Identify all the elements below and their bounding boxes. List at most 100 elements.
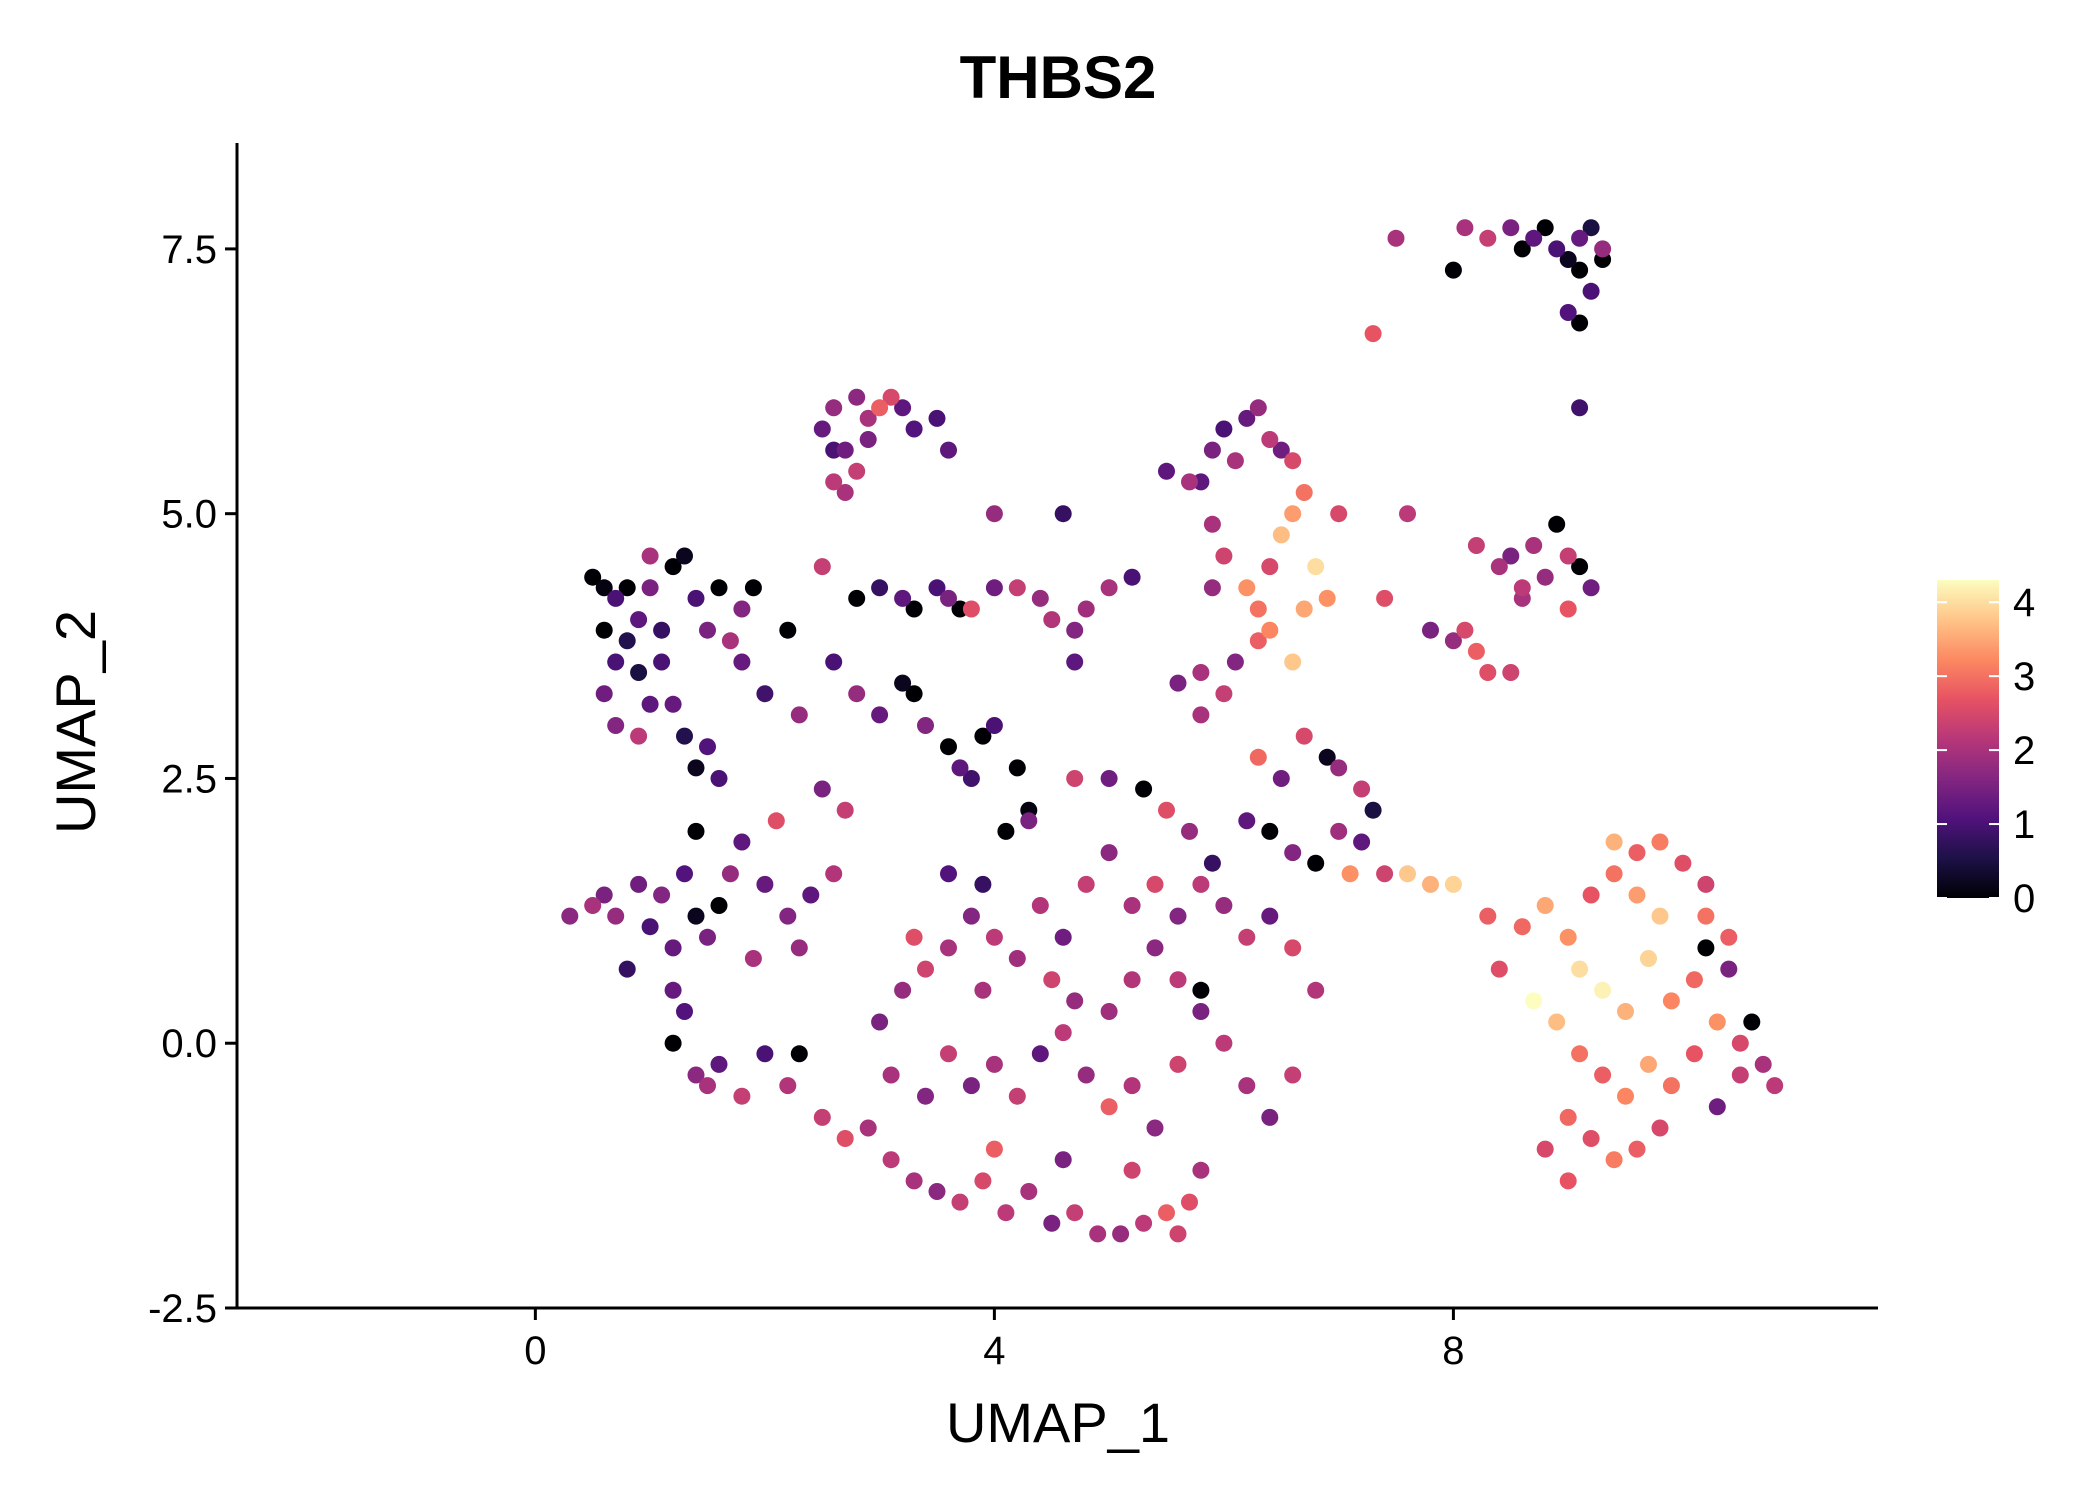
scatter-point: [1008, 579, 1026, 597]
scatter-point: [962, 600, 980, 618]
scatter-point: [1490, 960, 1508, 978]
scatter-point: [1536, 897, 1554, 914]
scatter-point: [1743, 1013, 1761, 1031]
scatter-point: [710, 897, 728, 914]
scatter-point: [630, 875, 648, 893]
scatter-point: [699, 738, 716, 756]
scatter-point: [584, 568, 602, 586]
scatter-point: [607, 653, 625, 671]
scatter-point: [825, 473, 843, 491]
scatter-point: [974, 981, 992, 999]
scatter-point: [630, 664, 648, 681]
scatter-points: [561, 219, 1784, 1243]
scatter-point: [1054, 505, 1072, 523]
scatter-point: [871, 706, 889, 724]
scatter-point: [595, 685, 613, 703]
scatter-point: [618, 632, 636, 650]
scatter-point: [871, 1013, 889, 1031]
scatter-point: [1066, 1204, 1084, 1222]
scatter-point: [1685, 971, 1703, 989]
scatter-point: [1135, 1214, 1153, 1232]
scatter-point: [1100, 770, 1118, 787]
scatter-point: [836, 441, 854, 459]
colorbar-ticks: 0 1 2 3 4: [1937, 581, 2035, 921]
scatter-point: [653, 653, 671, 671]
scatter-point: [1685, 1045, 1703, 1063]
scatter-point: [1318, 748, 1336, 766]
x-axis-ticks: 0 4 8: [524, 1308, 1465, 1373]
scatter-point: [1444, 261, 1462, 279]
scatter-point: [1123, 971, 1141, 989]
y-tick-label: 0.0: [161, 1022, 217, 1066]
scatter-point: [756, 685, 774, 703]
scatter-point: [1559, 251, 1577, 268]
scatter-point: [1640, 1055, 1657, 1073]
scatter-point: [1123, 1077, 1141, 1095]
scatter-point: [1307, 854, 1325, 872]
scatter-point: [779, 1077, 797, 1095]
y-tick-label: 5.0: [161, 493, 217, 537]
scatter-point: [1135, 780, 1153, 798]
scatter-point: [687, 822, 705, 840]
y-axis-ticks: -2.5 0.0 2.5 5.0 7.5: [148, 228, 237, 1331]
scatter-point: [1272, 770, 1290, 787]
scatter-point: [641, 918, 659, 936]
scatter-point: [1226, 452, 1244, 470]
scatter-point: [1146, 875, 1164, 893]
scatter-point: [1548, 240, 1566, 258]
scatter-point: [1203, 854, 1221, 872]
scatter-point: [687, 1066, 705, 1084]
x-tick-label: 4: [983, 1329, 1005, 1373]
scatter-point: [1181, 473, 1198, 491]
scatter-point: [859, 409, 877, 427]
scatter-point: [1571, 229, 1589, 247]
x-axis-title: UMAP_1: [946, 1391, 1170, 1454]
scatter-point: [894, 674, 912, 692]
scatter-point: [699, 928, 716, 946]
scatter-point: [756, 1045, 774, 1063]
scatter-point: [974, 1172, 992, 1190]
scatter-point: [733, 1087, 751, 1105]
scatter-point: [1594, 1066, 1612, 1084]
y-tick-label: -2.5: [148, 1287, 217, 1331]
scatter-point: [779, 907, 797, 925]
scatter-point: [687, 759, 705, 777]
scatter-point: [1559, 600, 1577, 618]
scatter-point: [1708, 1098, 1726, 1116]
scatter-point: [1651, 833, 1669, 851]
scatter-point: [813, 1108, 831, 1126]
scatter-point: [1261, 822, 1279, 840]
scatter-point: [1295, 727, 1313, 745]
scatter-point: [1605, 833, 1623, 851]
scatter-point: [940, 441, 957, 459]
scatter-point: [905, 1172, 923, 1190]
scatter-point: [721, 632, 739, 650]
scatter-point: [1399, 865, 1416, 883]
scatter-point: [1330, 759, 1348, 777]
scatter-point: [1502, 219, 1520, 237]
scatter-point: [653, 621, 671, 639]
scatter-point: [1571, 1045, 1589, 1063]
scatter-point: [1651, 907, 1669, 925]
scatter-point: [928, 579, 946, 597]
scatter-point: [1513, 579, 1531, 597]
scatter-point: [1422, 875, 1439, 893]
scatter-point: [1284, 1066, 1302, 1084]
scatter-point: [1628, 886, 1646, 904]
scatter-point: [1020, 812, 1038, 830]
scatter-point: [1559, 1108, 1577, 1126]
scatter-point: [1513, 918, 1531, 936]
scatter-point: [1008, 950, 1026, 967]
scatter-point: [985, 717, 1003, 734]
scatter-point: [1536, 1140, 1554, 1158]
scatter-point: [882, 388, 900, 406]
scatter-point: [1559, 547, 1577, 565]
scatter-point: [721, 865, 739, 883]
scatter-point: [1192, 875, 1210, 893]
scatter-point: [962, 1077, 980, 1095]
scatter-point: [1203, 441, 1221, 459]
scatter-point: [595, 621, 613, 639]
scatter-point: [1444, 632, 1462, 650]
scatter-point: [882, 1151, 900, 1169]
